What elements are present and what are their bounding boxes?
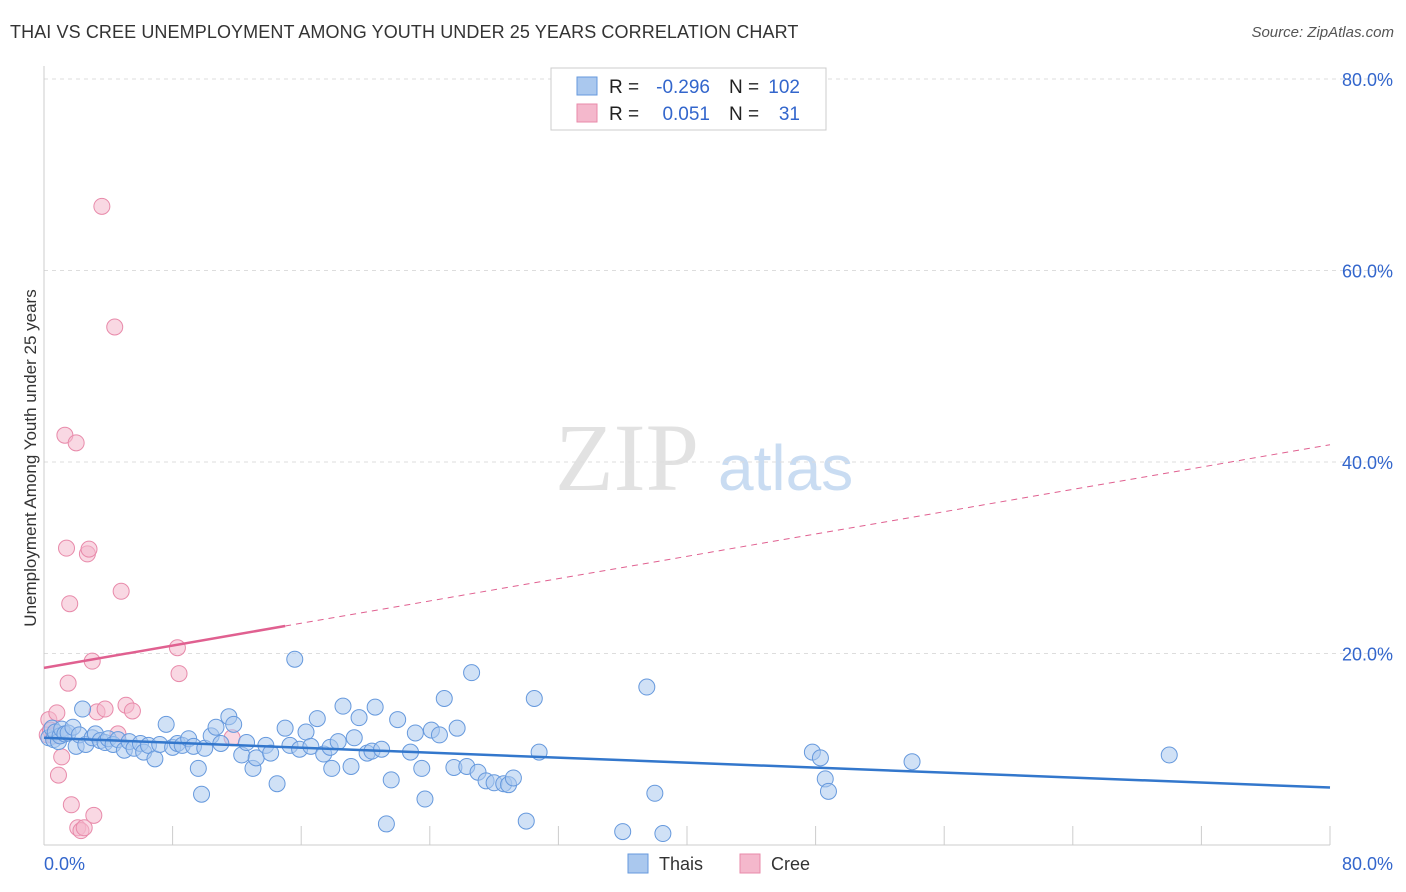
thais-point: [308, 710, 326, 728]
thais-point: [193, 785, 211, 803]
cree-r-label: R =: [609, 104, 639, 125]
thais-point: [614, 823, 632, 841]
cree-point: [112, 582, 130, 600]
thais-point: [334, 697, 352, 715]
thais-point: [157, 715, 175, 733]
thais-point: [297, 723, 315, 741]
cree-point: [53, 748, 71, 766]
thais-n-label: N =: [729, 77, 759, 98]
thais-point: [638, 678, 656, 696]
thais-point: [207, 718, 225, 736]
x-tick-label: 80.0%: [1342, 854, 1393, 874]
cree-point: [59, 674, 77, 692]
thais-point: [350, 709, 368, 727]
cree-point: [96, 700, 114, 718]
cree-point: [93, 197, 111, 215]
chart-title: THAI VS CREE UNEMPLOYMENT AMONG YOUTH UN…: [10, 22, 799, 42]
y-tick-label: 60.0%: [1342, 262, 1393, 282]
thais-trend-line: [43, 736, 1331, 789]
series-legend: Thais Cree: [627, 853, 810, 874]
thais-point: [373, 740, 391, 758]
axes: 20.0% 40.0% 60.0% 80.0% 0.0% 80.0%: [43, 66, 1393, 874]
x-tick-label: 0.0%: [44, 854, 85, 874]
thais-point: [146, 750, 164, 768]
thais-point: [811, 749, 829, 767]
thais-point: [268, 775, 286, 793]
thais-point: [225, 715, 243, 733]
stats-legend: R = -0.296 N = 102 R = 0.051 N = 31: [550, 67, 827, 131]
thais-point: [463, 664, 481, 682]
cree-n-label: N =: [729, 104, 759, 125]
thais-point: [302, 737, 320, 755]
grid: [44, 78, 1392, 654]
cree-trend-line-dashed: [285, 444, 1331, 627]
cree-point: [123, 702, 141, 720]
cree-trend-line-solid: [43, 624, 286, 670]
legend-thais-label: Thais: [659, 854, 703, 874]
thais-point: [389, 711, 407, 729]
watermark-zip: ZIP: [555, 404, 699, 511]
thais-point: [406, 724, 424, 742]
thais-point: [1160, 746, 1178, 764]
thais-point: [366, 698, 384, 716]
thais-point: [189, 759, 207, 777]
thais-point: [448, 719, 466, 737]
cree-point: [106, 318, 124, 336]
cree-point: [85, 806, 103, 824]
cree-point: [80, 540, 98, 558]
thais-point: [517, 812, 535, 830]
thais-point: [262, 744, 280, 762]
source-label: Source: ZipAtlas.com: [1251, 24, 1394, 41]
cree-point: [58, 539, 76, 557]
thais-point: [377, 815, 395, 833]
thais-point: [238, 734, 256, 752]
cree-r-value: 0.051: [662, 104, 710, 125]
thais-point: [646, 784, 664, 802]
thais-series: [40, 650, 1178, 843]
thais-point: [329, 733, 347, 751]
thais-n-value: 102: [768, 77, 800, 98]
thais-point: [286, 650, 304, 668]
thais-swatch: [576, 76, 598, 96]
thais-r-value: -0.296: [656, 77, 710, 98]
cree-point: [75, 819, 93, 837]
cree-point: [170, 665, 188, 683]
thais-point: [525, 690, 543, 708]
thais-point: [276, 719, 294, 737]
thais-point: [504, 769, 522, 787]
cree-point: [49, 766, 67, 784]
thais-point: [654, 825, 672, 843]
cree-point: [48, 704, 66, 722]
thais-point: [342, 757, 360, 775]
watermark-atlas: atlas: [718, 432, 853, 504]
cree-point: [168, 639, 186, 657]
thais-point: [819, 782, 837, 800]
thais-point: [416, 790, 434, 808]
y-tick-label: 40.0%: [1342, 453, 1393, 473]
y-tick-label: 20.0%: [1342, 645, 1393, 665]
thais-point: [413, 759, 431, 777]
cree-point: [61, 595, 79, 613]
trend-lines: [43, 444, 1331, 789]
thais-point: [435, 690, 453, 708]
thais-point: [382, 771, 400, 789]
thais-point: [323, 759, 341, 777]
cree-swatch: [576, 103, 598, 123]
legend-thais-swatch: [627, 853, 649, 874]
thais-point: [903, 753, 921, 771]
cree-n-value: 31: [779, 104, 800, 125]
y-tick-label: 80.0%: [1342, 70, 1393, 90]
y-axis-title: Unemployment Among Youth under 25 years: [21, 289, 40, 626]
cree-point: [67, 434, 85, 452]
thais-point: [345, 729, 363, 747]
thais-point: [430, 726, 448, 744]
thais-point: [74, 700, 92, 718]
cree-point: [62, 796, 80, 814]
legend-cree-label: Cree: [771, 854, 810, 874]
thais-r-label: R =: [609, 77, 639, 98]
legend-cree-swatch: [739, 853, 761, 874]
